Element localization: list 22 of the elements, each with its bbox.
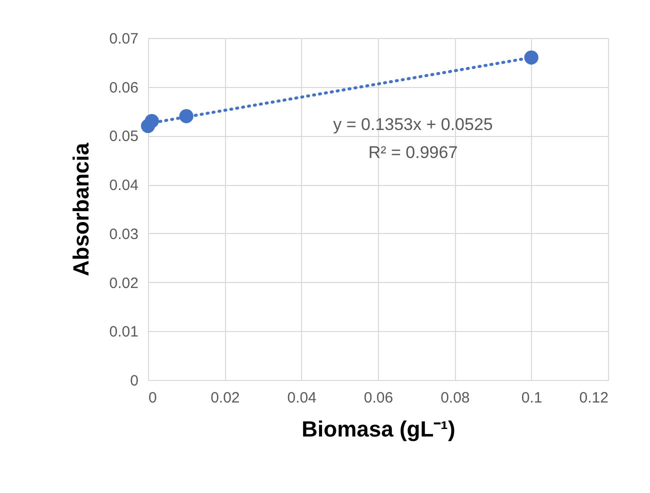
x-tick-label: 0.02 <box>210 390 240 406</box>
point <box>524 50 538 65</box>
y-tick-label: 0.02 <box>109 274 138 292</box>
annotation: R² = 0.9967 <box>368 143 458 162</box>
x-tick-label: 0.06 <box>364 390 394 406</box>
x-tick-label: 0 <box>148 390 157 406</box>
x-tick-label: 0.04 <box>287 390 316 406</box>
y-axis-title: Absorbancia <box>68 142 94 276</box>
y-tick-label: 0.07 <box>109 30 138 48</box>
y-tick-label: 0.06 <box>109 79 138 96</box>
y-tick-label: 0.03 <box>109 226 138 243</box>
x-tick-label: 0.12 <box>579 390 608 406</box>
point <box>144 114 159 128</box>
x-tick-label: 0.1 <box>521 390 542 406</box>
x-tick-label: 0.08 <box>440 390 470 406</box>
point <box>179 109 194 124</box>
y-tick-label: 0.01 <box>109 324 138 341</box>
y-tick-label: 0.05 <box>109 128 138 146</box>
y-tick-label: 0.04 <box>109 177 138 194</box>
annotation: y = 0.1353x + 0.0525 <box>333 115 493 134</box>
x-axis-title: Biomasa (gL⁻¹) <box>302 416 456 442</box>
y-tick-label: 0 <box>130 372 138 390</box>
